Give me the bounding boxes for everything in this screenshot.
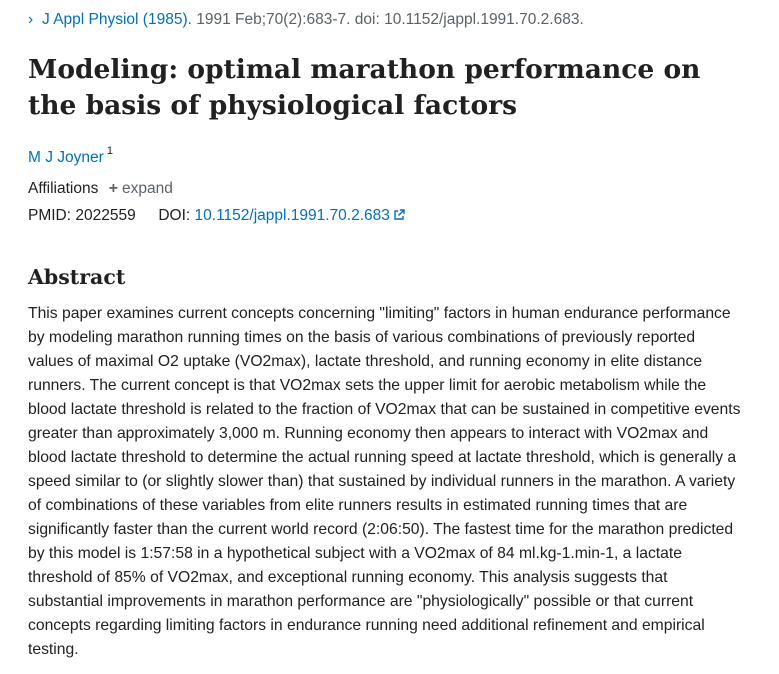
pmid-value: 2022559	[75, 207, 136, 224]
author-list: M J Joyner 1	[28, 143, 113, 168]
identifiers-row: PMID: 2022559 DOI: 10.1152/jappl.1991.70…	[28, 206, 405, 226]
affiliations-label: Affiliations	[28, 180, 99, 197]
citation-details: 1991 Feb;70(2):683-7. doi: 10.1152/jappl…	[196, 11, 584, 28]
author-link[interactable]: M J Joyner	[28, 149, 104, 167]
doi-value: 10.1152/jappl.1991.70.2.683	[194, 207, 390, 224]
expand-label: expand	[122, 180, 173, 197]
article-title: Modeling: optimal marathon performance o…	[28, 54, 701, 121]
expand-affiliations-button[interactable]: + expand	[109, 180, 173, 197]
doi-label: DOI:	[158, 207, 191, 224]
citation-line: › J Appl Physiol (1985). 1991 Feb;70(2):6…	[28, 10, 584, 30]
external-link-icon	[394, 209, 405, 220]
journal-link[interactable]: J Appl Physiol (1985).	[42, 11, 192, 28]
abstract-text: This paper examines current concepts con…	[28, 305, 741, 658]
doi-link[interactable]: 10.1152/jappl.1991.70.2.683	[195, 207, 405, 224]
pmid-label: PMID:	[28, 207, 72, 224]
chevron-right-icon[interactable]: ›	[28, 11, 34, 28]
affiliations-row: Affiliations + expand	[28, 179, 173, 199]
affiliation-ref[interactable]: 1	[106, 145, 113, 157]
abstract-heading: Abstract	[28, 265, 126, 289]
plus-icon: +	[108, 180, 119, 197]
